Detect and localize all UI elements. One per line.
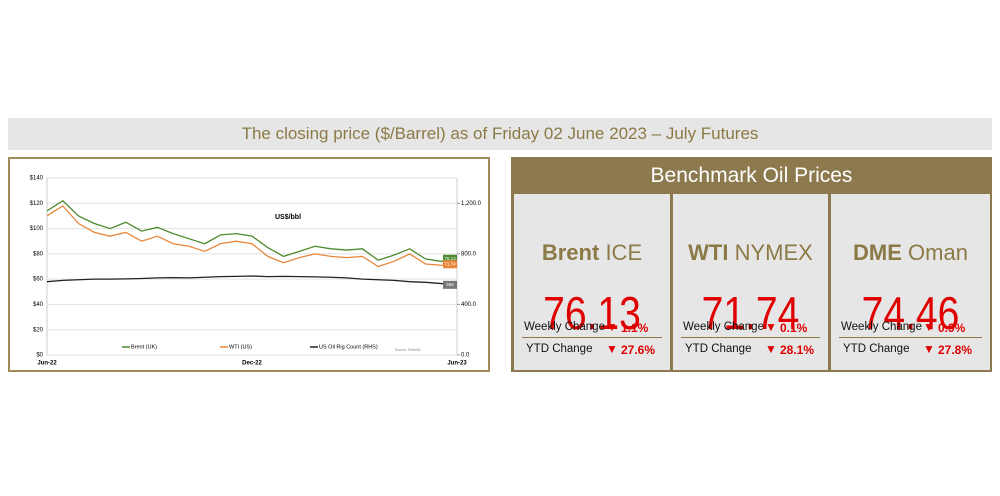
ytd-change-label: YTD Change bbox=[526, 343, 593, 355]
ytd-change-label: YTD Change bbox=[685, 343, 752, 355]
down-arrow: ▼ bbox=[765, 342, 777, 356]
end-label-box bbox=[443, 254, 457, 263]
banner-title: The closing price ($/Barrel) as of Frida… bbox=[8, 118, 992, 150]
chart-title: US$/bbl bbox=[275, 214, 301, 221]
benchmark-column: WTI NYMEX 71.74 Weekly Change ▼ 0.1% YTD Chan… bbox=[673, 194, 828, 370]
y-tick-label: $20 bbox=[33, 327, 44, 333]
divider bbox=[681, 337, 820, 338]
benchmark-name: DME bbox=[853, 240, 902, 265]
y-tick-label: $0 bbox=[36, 353, 43, 359]
weekly-change: 0.9% bbox=[938, 321, 966, 335]
series-line bbox=[46, 275, 458, 286]
chart-frame: $0 $20 $40 $60 $80 $100 $120 $140 0.0 400.0 800.0 1… bbox=[8, 157, 490, 372]
weekly-change-label: Weekly Change bbox=[841, 321, 922, 333]
y2-tick-label: 800.0 bbox=[461, 251, 477, 257]
source-note: Source: Refinitiv bbox=[395, 348, 421, 352]
y2-tick-label: 1,200.0 bbox=[461, 201, 482, 207]
plot-area bbox=[46, 177, 458, 356]
benchmark-price: 71.74 bbox=[701, 287, 800, 339]
y2-tick-label: 400.0 bbox=[461, 302, 477, 308]
down-arrow: ▼ bbox=[606, 320, 618, 334]
benchmark-exchange: Oman bbox=[908, 240, 968, 265]
benchmark-name-row: DME Oman bbox=[831, 240, 990, 266]
benchmark-name-row: WTI NYMEX bbox=[673, 240, 828, 266]
benchmark-exchange: NYMEX bbox=[734, 240, 813, 265]
divider bbox=[839, 337, 982, 338]
ytd-change: 27.6% bbox=[621, 343, 656, 357]
end-label: 76.13 bbox=[444, 256, 456, 261]
ytd-change: 27.8% bbox=[938, 343, 973, 357]
y-tick-label: $40 bbox=[33, 302, 44, 308]
benchmark-name: WTI bbox=[688, 240, 729, 265]
y-tick-label: $80 bbox=[33, 251, 44, 257]
chart: $0 $20 $40 $60 $80 $100 $120 $140 0.0 400.0 800.0 1… bbox=[30, 176, 482, 367]
divider bbox=[522, 337, 662, 338]
weekly-change-label: Weekly Change bbox=[524, 321, 605, 333]
weekly-change-label: Weekly Change bbox=[683, 321, 764, 333]
legend-label: US Oil Rig Count (RHS) bbox=[319, 344, 378, 350]
down-arrow: ▼ bbox=[606, 342, 618, 356]
weekly-change: 1.1% bbox=[621, 321, 649, 335]
x-tick-label: Dec-22 bbox=[242, 361, 262, 367]
benchmark-title: Benchmark Oil Prices bbox=[650, 164, 853, 187]
legend-label: Brent (UK) bbox=[131, 344, 157, 350]
y2-tick-label: 0.0 bbox=[461, 353, 470, 359]
end-label: 555 bbox=[446, 282, 454, 287]
legend-label: WTI (US) bbox=[229, 344, 252, 350]
y-tick-label: $140 bbox=[30, 176, 44, 182]
x-tick-label: Jun-23 bbox=[447, 361, 467, 367]
benchmark-column: Brent ICE 76.13 Weekly Change ▼ 1.1% YTD Chan… bbox=[514, 194, 670, 370]
end-label: 71.74 bbox=[444, 261, 456, 266]
end-label-box bbox=[443, 280, 457, 289]
series-line bbox=[46, 199, 458, 263]
benchmark-column: DME Oman 74.46 Weekly Change ▼ 0.9% YTD Chang… bbox=[831, 194, 990, 370]
series-line bbox=[46, 204, 458, 268]
benchmark-panel: Benchmark Oil Prices Brent ICE 76.13 Weekl… bbox=[511, 157, 992, 372]
down-arrow: ▼ bbox=[765, 320, 777, 334]
down-arrow: ▼ bbox=[923, 342, 935, 356]
benchmark-name: Brent bbox=[541, 240, 600, 265]
ytd-change-label: YTD Change bbox=[843, 343, 910, 355]
end-label-box bbox=[443, 260, 457, 269]
y-tick-label: $120 bbox=[30, 201, 44, 207]
benchmark-price: 76.13 bbox=[543, 287, 641, 339]
benchmark-exchange: ICE bbox=[605, 240, 643, 265]
ytd-change: 28.1% bbox=[780, 343, 815, 357]
x-tick-label: Jun-22 bbox=[37, 361, 57, 367]
benchmark-name-row: Brent ICE bbox=[514, 240, 670, 266]
y-tick-label: $100 bbox=[30, 226, 44, 232]
benchmark-price: 74.46 bbox=[861, 287, 960, 339]
weekly-change: 0.1% bbox=[780, 321, 808, 335]
down-arrow: ▼ bbox=[923, 320, 935, 334]
y-tick-label: $60 bbox=[33, 277, 44, 283]
